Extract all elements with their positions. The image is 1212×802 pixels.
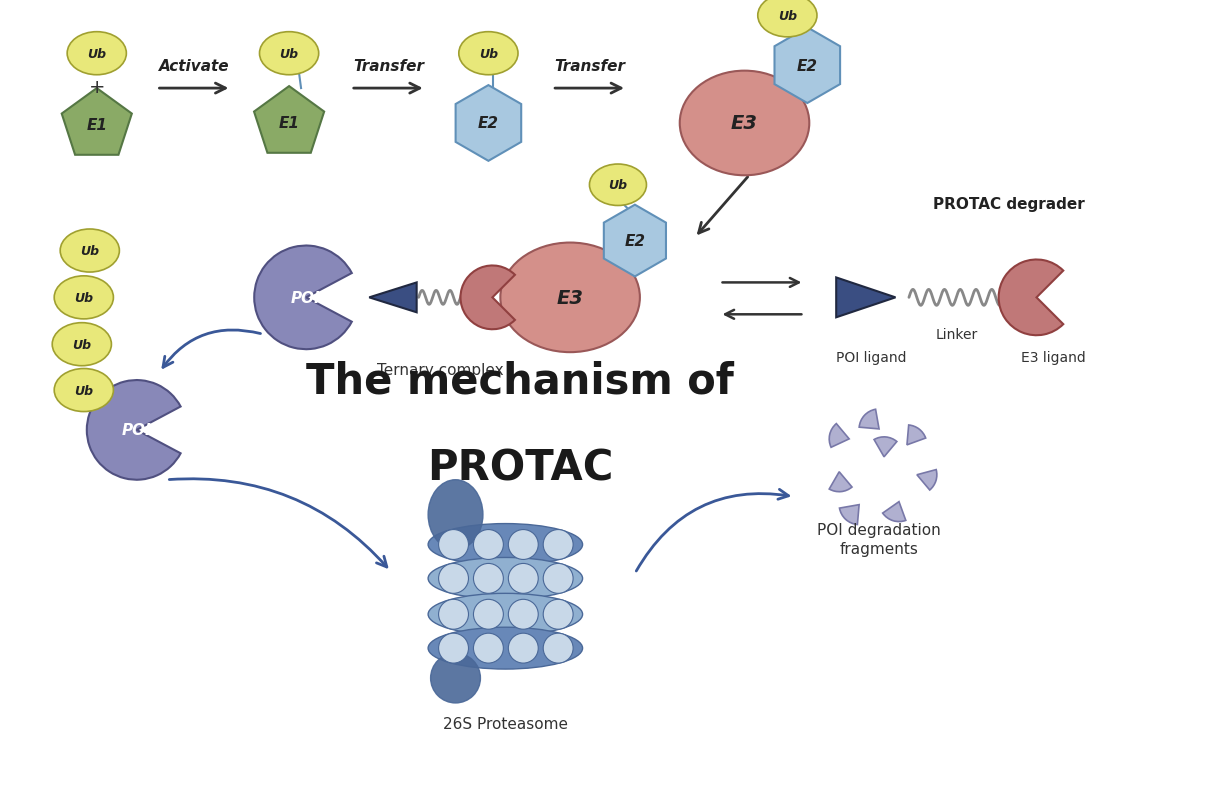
Wedge shape (87, 381, 181, 480)
Ellipse shape (501, 243, 640, 353)
Polygon shape (836, 278, 896, 318)
Polygon shape (456, 86, 521, 162)
Text: Ub: Ub (73, 338, 91, 351)
Text: E2: E2 (796, 59, 818, 74)
Circle shape (543, 600, 573, 630)
Text: POI: POI (121, 423, 152, 438)
Circle shape (508, 530, 538, 560)
Circle shape (508, 634, 538, 663)
Ellipse shape (428, 627, 583, 669)
Wedge shape (829, 472, 852, 492)
Ellipse shape (430, 654, 480, 703)
Circle shape (508, 600, 538, 630)
Text: E3: E3 (556, 289, 584, 307)
Wedge shape (461, 266, 515, 330)
Text: E3 ligand: E3 ligand (1021, 350, 1086, 365)
Wedge shape (882, 502, 905, 522)
Ellipse shape (55, 369, 114, 412)
Text: E1: E1 (279, 116, 299, 132)
Wedge shape (829, 424, 850, 448)
Wedge shape (917, 470, 937, 490)
Circle shape (439, 634, 469, 663)
Text: Ub: Ub (778, 10, 797, 22)
Text: PROTAC: PROTAC (427, 448, 613, 489)
Ellipse shape (428, 480, 482, 550)
Text: Transfer: Transfer (353, 59, 424, 74)
Circle shape (543, 634, 573, 663)
Circle shape (543, 530, 573, 560)
Text: Ub: Ub (74, 291, 93, 305)
Text: Ub: Ub (608, 179, 628, 192)
Text: PROTAC degrader: PROTAC degrader (933, 196, 1085, 212)
Ellipse shape (428, 557, 583, 600)
Text: Ub: Ub (80, 245, 99, 257)
Text: Linker: Linker (936, 328, 978, 342)
Text: E1: E1 (86, 119, 108, 133)
Text: POI ligand: POI ligand (836, 350, 907, 365)
Ellipse shape (680, 71, 810, 176)
Wedge shape (999, 260, 1063, 336)
Ellipse shape (428, 524, 583, 565)
Circle shape (474, 530, 503, 560)
Polygon shape (604, 205, 665, 277)
Ellipse shape (589, 165, 646, 206)
Circle shape (474, 600, 503, 630)
Ellipse shape (459, 33, 518, 75)
Ellipse shape (52, 323, 112, 367)
Wedge shape (874, 437, 897, 457)
Text: The mechanism of: The mechanism of (307, 361, 734, 403)
Wedge shape (907, 425, 926, 445)
Circle shape (439, 530, 469, 560)
Ellipse shape (55, 277, 114, 319)
Text: E2: E2 (478, 116, 499, 132)
Ellipse shape (758, 0, 817, 38)
Ellipse shape (259, 33, 319, 75)
Circle shape (474, 634, 503, 663)
Wedge shape (859, 410, 879, 429)
Ellipse shape (61, 229, 120, 273)
Circle shape (439, 564, 469, 593)
Text: Ub: Ub (87, 47, 107, 61)
Text: 26S Proteasome: 26S Proteasome (442, 716, 568, 731)
Text: POI degradation
fragments: POI degradation fragments (817, 522, 941, 557)
Ellipse shape (428, 593, 583, 635)
Polygon shape (255, 87, 324, 154)
Text: Ub: Ub (479, 47, 498, 61)
Wedge shape (840, 505, 859, 525)
Polygon shape (62, 89, 132, 156)
Text: E2: E2 (624, 233, 646, 249)
Text: E3: E3 (731, 115, 758, 133)
Text: POI: POI (291, 290, 321, 306)
Ellipse shape (67, 33, 126, 75)
Polygon shape (370, 283, 417, 313)
Text: Ub: Ub (280, 47, 298, 61)
Text: Transfer: Transfer (555, 59, 625, 74)
Circle shape (474, 564, 503, 593)
Text: Ternary complex: Ternary complex (377, 363, 504, 378)
Wedge shape (255, 246, 351, 350)
Circle shape (543, 564, 573, 593)
Text: Activate: Activate (159, 59, 230, 74)
Circle shape (439, 600, 469, 630)
Circle shape (508, 564, 538, 593)
Text: +: + (88, 78, 105, 96)
Text: Ub: Ub (74, 384, 93, 397)
Polygon shape (774, 28, 840, 104)
